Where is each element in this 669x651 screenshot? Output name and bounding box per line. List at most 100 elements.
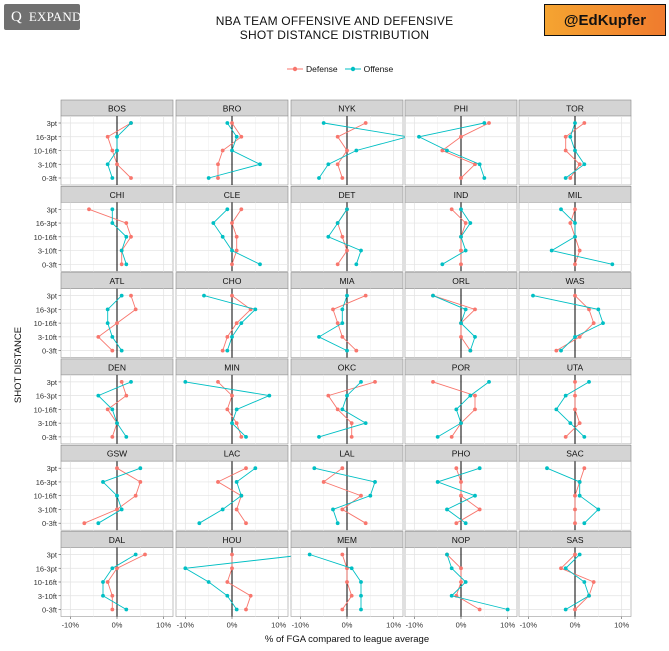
defense-point — [340, 552, 345, 557]
offense-point — [124, 234, 129, 239]
offense-point — [459, 234, 463, 239]
facet-panel-hou: HOU -10% 0% 10% — [175, 531, 309, 630]
offense-point — [435, 480, 440, 484]
defense-point — [335, 134, 340, 139]
defense-point — [124, 393, 129, 398]
y-tick-label: 3-10ft — [38, 592, 58, 601]
offense-point — [230, 334, 234, 339]
offense-point — [225, 121, 230, 125]
offense-point — [545, 466, 549, 471]
y-tick-label: 10-16ft — [34, 319, 58, 328]
defense-point — [563, 435, 568, 439]
offense-point — [359, 380, 363, 384]
defense-point — [110, 348, 115, 353]
offense-point — [596, 507, 601, 512]
defense-point — [96, 334, 101, 339]
facet-panel-por: POR — [404, 358, 518, 445]
defense-point — [587, 307, 591, 312]
offense-point — [129, 380, 133, 384]
offense-point — [354, 148, 359, 153]
offense-point — [101, 580, 105, 584]
offense-point — [468, 348, 473, 353]
defense-point — [335, 321, 340, 325]
y-tick-label: 3pt — [47, 205, 58, 214]
defense-point — [454, 466, 459, 471]
offense-point — [340, 307, 345, 312]
defense-point — [321, 480, 326, 484]
y-tick-label: 3pt — [47, 551, 58, 560]
defense-point — [105, 407, 110, 412]
offense-point — [463, 580, 468, 584]
offense-point — [445, 507, 449, 512]
defense-point — [119, 380, 124, 384]
x-tick-label: 0% — [342, 621, 353, 630]
search-icon: Q — [11, 8, 22, 25]
defense-point — [349, 421, 354, 426]
offense-point — [225, 348, 230, 353]
facet-strip-label: TOR — [566, 104, 584, 114]
y-axis-title: SHOT DISTANCE — [13, 327, 24, 403]
defense-point — [115, 507, 119, 512]
facet-strip-label: OKC — [338, 362, 356, 372]
offense-point — [445, 148, 449, 153]
offense-point — [359, 248, 363, 253]
x-tick-label: 10% — [156, 621, 171, 630]
facet-strip-label: CHI — [110, 190, 125, 200]
facet-panel-bos: BOS 3pt 16-3pt 10-16ft 3-10ft 0-3ft — [34, 99, 174, 186]
expand-button[interactable]: Q EXPAND — [4, 4, 81, 30]
offense-point — [119, 348, 124, 353]
defense-point — [230, 552, 234, 557]
facet-strip-label: CLE — [224, 190, 241, 200]
defense-point — [87, 207, 91, 212]
offense-point — [359, 607, 363, 612]
y-tick-label: 3pt — [47, 119, 58, 128]
offense-point — [582, 580, 587, 584]
defense-point — [124, 221, 129, 225]
offense-point — [449, 593, 454, 598]
defense-point — [133, 307, 138, 312]
defense-point — [477, 607, 482, 612]
facet-panel-bro: BRO — [175, 99, 289, 186]
offense-point — [459, 207, 463, 212]
offense-point — [477, 162, 482, 167]
defense-point — [449, 435, 454, 439]
offense-point — [202, 293, 206, 298]
defense-point — [573, 521, 577, 526]
y-tick-label: 3pt — [47, 464, 58, 473]
offense-point — [124, 435, 129, 439]
y-tick-label: 3-10ft — [38, 505, 58, 514]
facet-strip-label: BOS — [108, 104, 126, 114]
defense-point — [577, 248, 582, 253]
facet-panel-sas: SAS -10% 0% 10% — [518, 531, 632, 630]
defense-point — [220, 348, 225, 353]
offense-point — [211, 221, 216, 225]
defense-point — [234, 421, 239, 426]
offense-point — [96, 393, 101, 398]
offense-point — [463, 248, 468, 253]
legend-item-defense: Defense — [286, 64, 338, 74]
offense-point — [119, 248, 124, 253]
defense-point — [373, 380, 377, 384]
offense-point — [124, 262, 129, 267]
defense-point — [573, 407, 577, 412]
facet-panel-nyk: NYK — [290, 99, 410, 186]
offense-point — [449, 566, 454, 571]
x-tick-label: -10% — [292, 621, 310, 630]
y-tick-label: 10-16ft — [34, 578, 58, 587]
defense-point — [225, 334, 230, 339]
facet-panel-nop: NOP -10% 0% 10% — [404, 531, 518, 630]
offense-point — [307, 552, 312, 557]
defense-point — [554, 348, 559, 353]
facet-strip-label: PHO — [452, 449, 471, 459]
offense-point — [563, 607, 568, 612]
facet-strip-label: MIL — [568, 190, 582, 200]
defense-point — [110, 593, 115, 598]
offense-point — [577, 493, 582, 498]
y-tick-label: 3pt — [47, 378, 58, 387]
offense-point — [359, 593, 363, 598]
defense-point — [129, 176, 133, 180]
chart-title-line-2: SHOT DISTANCE DISTRIBUTION — [239, 28, 430, 42]
y-tick-label: 0-3ft — [42, 433, 58, 442]
defense-point — [563, 148, 568, 153]
offense-point — [345, 348, 349, 353]
